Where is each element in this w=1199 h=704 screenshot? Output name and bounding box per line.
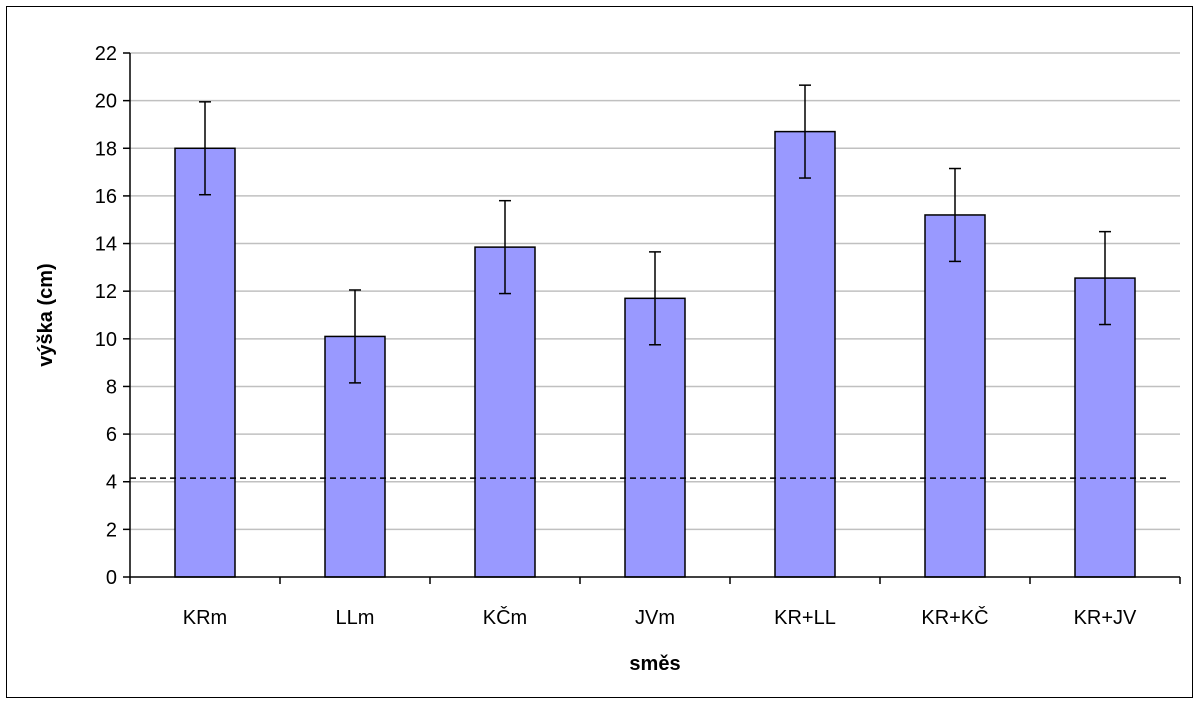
y-tick-label: 18 [95, 138, 117, 160]
error-bars [199, 84, 1111, 384]
x-axis-title: směs [629, 653, 680, 675]
bar-5 [774, 130, 836, 578]
x-tick-labels: KRm LLm KČm JVm KR+LL KR+KČ KR+JV [183, 606, 1137, 629]
y-axis-title: výška (cm) [35, 263, 57, 366]
y-tick-label: 10 [95, 329, 117, 351]
bar-1 [174, 147, 236, 578]
x-tick-label-2: LLm [336, 607, 375, 629]
y-tick-labels: 0 2 4 6 8 10 12 14 16 18 20 22 [95, 43, 117, 589]
gridlines [130, 52, 1180, 531]
y-tick-label: 2 [106, 519, 117, 541]
x-tick-label-7: KR+JV [1074, 607, 1137, 629]
x-tick-label-4: JVm [635, 607, 675, 629]
y-tick-label: 22 [95, 43, 117, 65]
y-tick-label: 14 [95, 234, 117, 256]
x-tick-label-6: KR+KČ [921, 606, 988, 629]
bar-6 [924, 214, 986, 578]
x-tick-label-1: KRm [183, 607, 227, 629]
axes [123, 52, 1181, 584]
bar-7 [1074, 277, 1136, 578]
y-tick-label: 12 [95, 281, 117, 303]
y-tick-label: 8 [106, 376, 117, 398]
y-tick-label: 4 [106, 472, 117, 494]
y-tick-label: 20 [95, 91, 117, 113]
x-tick-label-5: KR+LL [774, 607, 836, 629]
y-tick-label: 16 [95, 186, 117, 208]
bars [174, 130, 1136, 578]
bar-3 [474, 246, 536, 578]
y-tick-label: 6 [106, 424, 117, 446]
y-tick-label: 0 [106, 567, 117, 589]
x-tick-label-3: KČm [483, 606, 527, 629]
